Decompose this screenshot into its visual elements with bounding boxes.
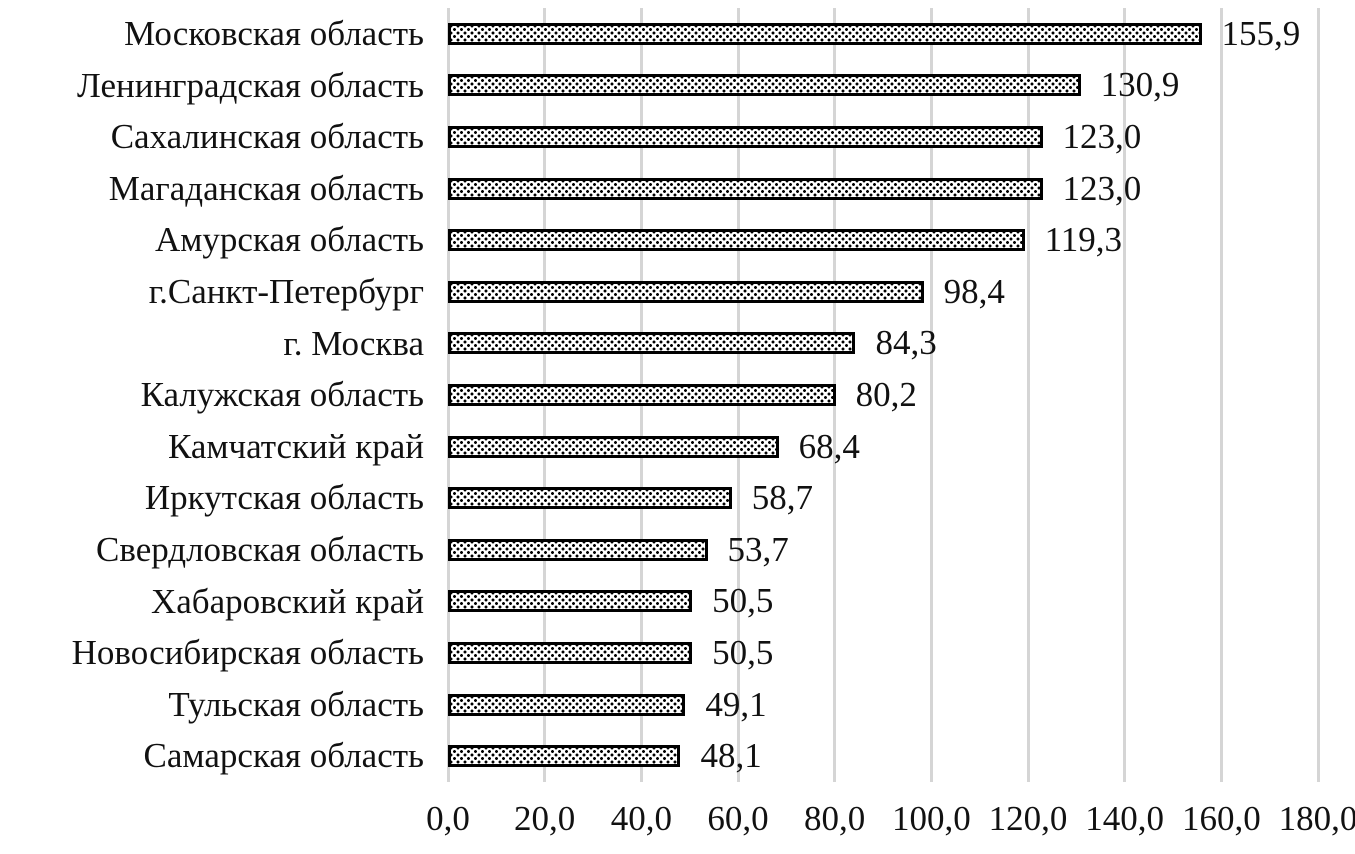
category-label: Свердловская область [96, 530, 424, 569]
gridline-180,0 [1316, 8, 1320, 782]
category-label: Калужская область [140, 375, 424, 415]
x-tick-label: 0,0 [426, 799, 470, 838]
bar [448, 590, 693, 613]
category-label: Тульская область [168, 684, 424, 724]
bar [448, 22, 1202, 45]
value-label: 53,7 [727, 529, 789, 569]
value-label: 84,3 [875, 323, 937, 363]
gridline-100,0 [929, 8, 933, 782]
category-label: г.Санкт-Петербург [148, 272, 424, 311]
bar-row: 50,5 [448, 576, 773, 628]
value-label: 68,4 [798, 426, 860, 466]
gridline-120,0 [1026, 8, 1030, 782]
value-label: 119,3 [1044, 220, 1123, 260]
category-label: Ленинградская область [76, 65, 424, 105]
category-label: г. Москва [283, 323, 424, 363]
x-tick-label: 40,0 [610, 799, 672, 838]
bar-row: 50,5 [448, 627, 773, 679]
bar-row: 49,1 [448, 679, 767, 731]
value-label: 98,4 [943, 271, 1005, 311]
bar-row: 123,0 [448, 163, 1141, 215]
value-label: 123,0 [1062, 116, 1142, 156]
value-label: 155,9 [1221, 13, 1301, 53]
x-tick-label: 140,0 [1085, 799, 1165, 838]
bar [448, 332, 856, 355]
bar-row: 84,3 [448, 318, 937, 370]
bar-row: 80,2 [448, 369, 917, 421]
category-label: Магаданская область [108, 168, 424, 208]
x-axis: 0,0 20,0 40,0 60,0 80,0 100,0 120,0 140,0 160,0 1… [0, 796, 1355, 846]
bar [448, 229, 1025, 252]
bar-row: 130,9 [448, 60, 1179, 112]
x-tick-label: 100,0 [891, 799, 971, 838]
bar [448, 280, 924, 303]
value-label: 58,7 [751, 478, 813, 518]
gridline-140,0 [1123, 8, 1127, 782]
bar [448, 435, 779, 458]
value-label: 123,0 [1062, 168, 1142, 208]
value-label: 50,5 [712, 632, 774, 672]
value-label: 50,5 [712, 581, 774, 621]
bar-row: 119,3 [448, 214, 1122, 266]
x-tick-label: 160,0 [1181, 799, 1261, 838]
x-tick-label: 20,0 [514, 799, 576, 838]
category-label: Камчатский край [167, 426, 424, 466]
bar [448, 693, 686, 716]
category-label: Иркутская область [144, 478, 424, 518]
value-label: 49,1 [705, 684, 767, 724]
value-label: 80,2 [855, 374, 917, 414]
bar [448, 125, 1043, 148]
value-label: 130,9 [1100, 65, 1180, 105]
bar [448, 177, 1043, 200]
plot-area: 155,9 130,9 123,0 123,0 119,3 98,4 84,3 80,2 68,… [446, 8, 1320, 782]
x-tick-label: 180,0 [1278, 799, 1355, 838]
x-tick-label: 120,0 [988, 799, 1068, 838]
bar-row: 48,1 [448, 730, 762, 782]
category-label: Сахалинская область [110, 117, 424, 157]
bar-row: 58,7 [448, 472, 813, 524]
bar [448, 487, 732, 510]
bar [448, 74, 1081, 97]
bar-row: 123,0 [448, 111, 1141, 163]
gridline-160,0 [1219, 8, 1223, 782]
bar-row: 53,7 [448, 524, 789, 576]
category-label: Московская область [124, 14, 424, 53]
bar [448, 745, 681, 768]
bar [448, 538, 708, 561]
bar [448, 641, 693, 664]
bar-row: 155,9 [448, 8, 1300, 60]
x-tick-label: 80,0 [804, 799, 866, 838]
value-label: 48,1 [700, 736, 762, 776]
category-label: Новосибирская область [71, 633, 424, 673]
bar-row: 98,4 [448, 266, 1005, 318]
bar [448, 383, 836, 406]
category-label: Амурская область [154, 220, 424, 260]
x-tick-label: 60,0 [707, 799, 769, 838]
category-label: Самарская область [143, 736, 424, 776]
category-label: Хабаровский край [151, 581, 424, 621]
bar-row: 68,4 [448, 421, 860, 473]
